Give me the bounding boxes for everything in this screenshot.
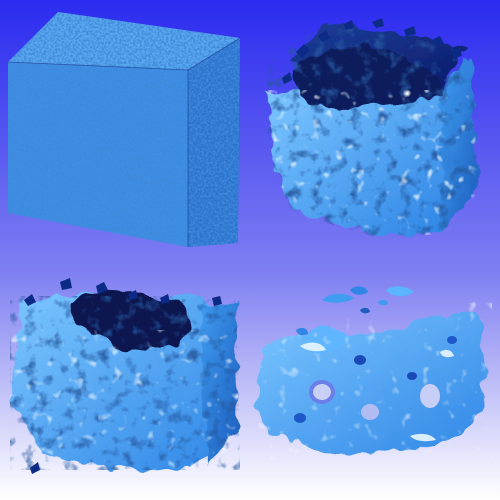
slab-pores: [294, 336, 457, 423]
cube3-fragments: [24, 278, 222, 474]
slab-highlights: [300, 342, 454, 442]
panel-2-coarsened-cube: [268, 18, 478, 238]
panel-4-porous-slab: [256, 286, 494, 460]
slab-floating-fragments: [296, 286, 414, 336]
panel-1-dense-cube: [7, 12, 241, 247]
cube2-fragments: [282, 18, 462, 84]
cube1-noise-texture: [8, 12, 240, 247]
panel-3-further-coarsened-cube: [10, 278, 240, 474]
